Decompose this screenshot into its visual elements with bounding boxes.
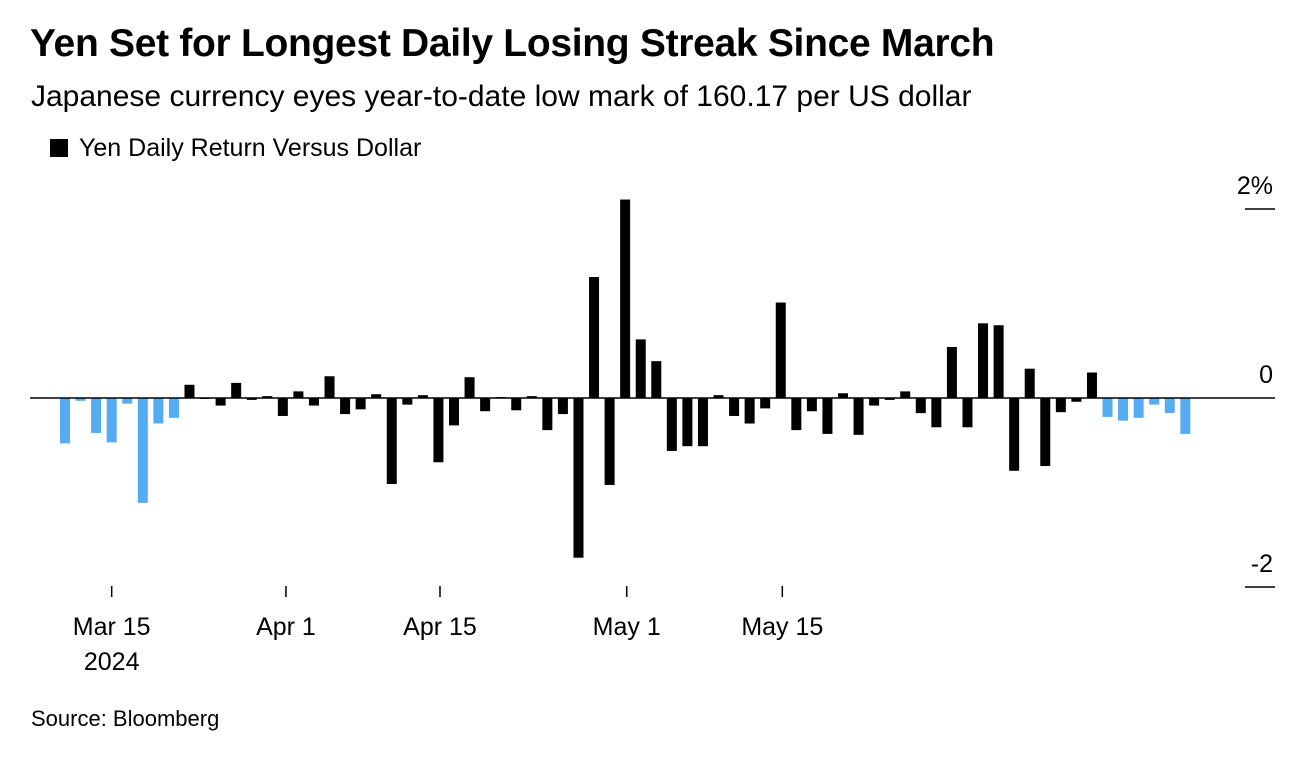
bar-57 — [946, 346, 957, 398]
bar-62 — [1024, 368, 1035, 398]
bars — [60, 199, 1191, 558]
bar-59 — [978, 323, 989, 399]
bar-38 — [651, 361, 662, 398]
bar-37 — [635, 339, 646, 398]
bar-56 — [931, 398, 942, 428]
bar-streak-7 — [168, 398, 179, 418]
x-tick-label-4: May 15 — [741, 613, 823, 641]
chart-title: Yen Set for Longest Daily Losing Streak … — [30, 22, 995, 65]
bar-40 — [682, 398, 693, 447]
bar-45 — [760, 398, 771, 409]
bar-22 — [402, 398, 413, 405]
bar-63 — [1040, 398, 1051, 467]
bar-61 — [1009, 398, 1020, 471]
chart-subtitle: Japanese currency eyes year-to-date low … — [31, 80, 972, 113]
bar-17 — [324, 376, 335, 398]
bar-24 — [433, 398, 444, 463]
bar-35 — [604, 398, 615, 485]
bar-streak-2 — [91, 398, 102, 433]
bar-19 — [355, 398, 366, 410]
bar-26 — [464, 377, 475, 398]
bar-streak-68 — [1118, 398, 1129, 421]
bar-41 — [697, 398, 708, 447]
bar-23 — [417, 395, 428, 398]
bar-streak-70 — [1149, 398, 1160, 405]
bar-43 — [729, 398, 740, 416]
bar-51 — [853, 398, 864, 435]
y-tick-label-1: 0 — [1259, 361, 1273, 389]
x-tick-sublabel-0: 2024 — [84, 648, 140, 676]
bar-36 — [620, 199, 631, 398]
bar-29 — [511, 398, 522, 411]
bar-49 — [822, 398, 833, 434]
bar-16 — [308, 398, 319, 406]
x-tick-label-2: Apr 15 — [403, 613, 477, 641]
bar-42 — [713, 395, 724, 398]
legend-swatch — [50, 139, 68, 157]
bar-13 — [262, 396, 273, 398]
bar-streak-67 — [1102, 398, 1113, 417]
legend: Yen Daily Return Versus Dollar — [50, 133, 421, 163]
bar-streak-5 — [137, 398, 148, 503]
bar-39 — [666, 398, 677, 451]
bar-31 — [542, 398, 553, 431]
bar-14 — [277, 398, 288, 416]
bar-12 — [246, 398, 257, 400]
bar-streak-72 — [1180, 398, 1191, 434]
bar-54 — [900, 391, 911, 398]
bar-32 — [557, 398, 568, 415]
bar-27 — [480, 398, 491, 412]
bar-10 — [215, 398, 226, 406]
bar-25 — [449, 398, 459, 426]
x-tick-label-1: Apr 1 — [256, 613, 316, 641]
bar-streak-4 — [122, 398, 133, 404]
bar-53 — [884, 398, 895, 400]
bar-46 — [775, 302, 786, 399]
bar-52 — [869, 398, 880, 406]
bar-65 — [1071, 398, 1082, 402]
source-note: Source: Bloomberg — [31, 706, 220, 731]
x-tick-label-3: May 1 — [593, 613, 661, 641]
bar-60 — [993, 325, 1004, 399]
bar-11 — [231, 382, 242, 398]
bar-33 — [573, 398, 584, 558]
x-tick-label-0: Mar 15 — [73, 613, 151, 641]
bar-44 — [744, 398, 755, 424]
bar-55 — [915, 398, 926, 414]
bar-20 — [371, 394, 382, 398]
bar-30 — [526, 396, 537, 398]
legend-label: Yen Daily Return Versus Dollar — [79, 133, 422, 162]
bar-streak-71 — [1164, 398, 1175, 414]
bar-streak-3 — [106, 398, 117, 443]
bar-streak-0 — [60, 398, 70, 444]
bar-streak-1 — [75, 398, 86, 401]
y-tick-label-0: 2% — [1237, 172, 1273, 200]
bar-streak-69 — [1133, 398, 1144, 418]
bar-48 — [806, 398, 817, 412]
bar-34 — [589, 277, 600, 398]
y-tick-label-2: -2 — [1251, 550, 1273, 578]
bar-streak-6 — [153, 398, 164, 424]
bar-50 — [838, 393, 848, 398]
bar-15 — [293, 391, 304, 398]
bar-66 — [1086, 372, 1097, 399]
bar-47 — [791, 398, 802, 431]
bar-64 — [1055, 398, 1066, 413]
bar-21 — [386, 398, 397, 484]
bar-58 — [962, 398, 973, 428]
bar-18 — [340, 398, 351, 415]
bar-8 — [184, 384, 195, 398]
axes: 2% 0 -2 Mar 15 2024 Apr 1 Apr 15 May 1 May 15 — [30, 172, 1275, 676]
